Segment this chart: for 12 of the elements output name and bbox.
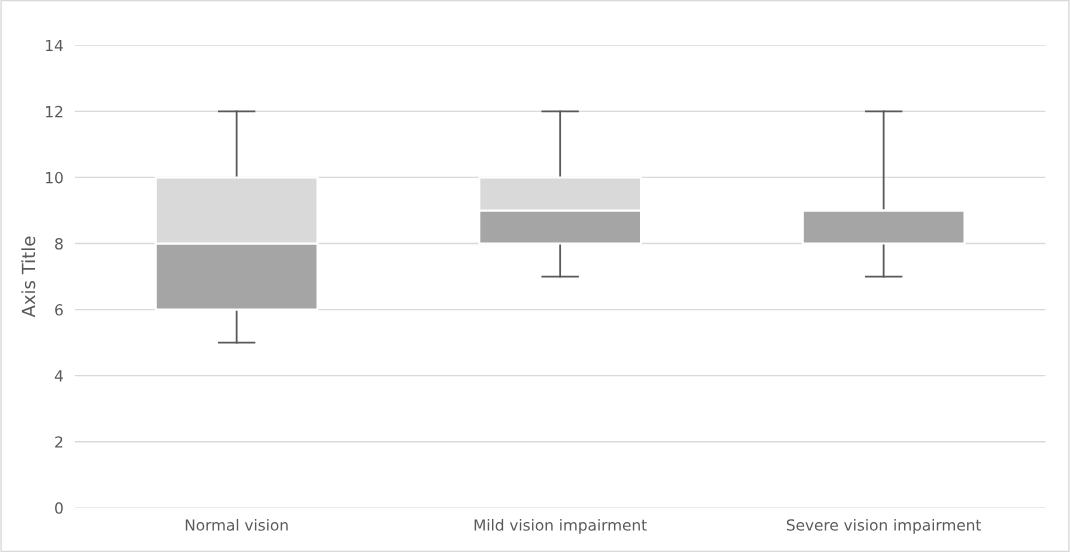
y-tick-label: 14 xyxy=(46,39,63,52)
y-tick-label: 6 xyxy=(55,304,63,316)
y-tick-label: 2 xyxy=(55,436,63,448)
y-tick-label: 8 xyxy=(55,237,63,250)
x-tick-label: Normal vision xyxy=(185,518,288,531)
y-axis-title: Axis Title xyxy=(21,236,36,318)
x-tick-label: Severe vision impairment xyxy=(786,518,982,534)
y-tick-label: 4 xyxy=(54,370,63,382)
y-tick-label: 10 xyxy=(46,171,63,184)
y-tick-label: 12 xyxy=(46,105,63,118)
y-tick-label: 0 xyxy=(55,502,63,514)
x-tick-label: Mild vision impairment xyxy=(474,518,647,534)
